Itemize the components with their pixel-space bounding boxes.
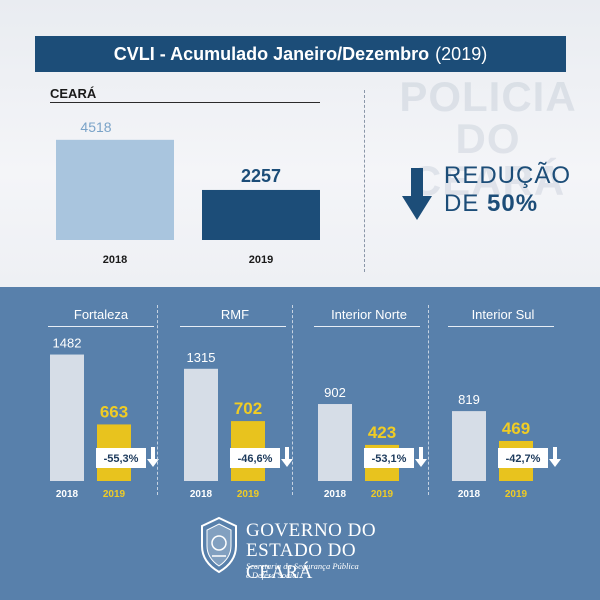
change-badge [96,448,146,468]
secretariat-line1: Secretaria da Segurança Pública [246,561,359,571]
region-chart-svg: 902 2018 423 2019 -53,1% [318,385,427,500]
x-tick-label: 2019 [371,489,394,500]
ceara-chart-title: CEARÁ [50,86,97,101]
region-divider [428,305,429,495]
region-title-underline [48,326,154,327]
value-label: 423 [368,423,396,442]
value-label: 4518 [80,119,111,135]
government-logo: GOVERNO DO ESTADO DO CEARÁ Secretaria da… [198,516,418,583]
arrow-down-icon [402,168,432,220]
region-interior-norte: Interior Norte 902 2018 423 2019 -53,1% [302,295,436,515]
arrow-down-icon [549,447,561,467]
region-chart-svg: 1482 2018 663 2019 -55,3% [50,336,159,500]
region-title: Fortaleza [73,307,129,322]
regions-panel: Fortaleza 1482 2018 663 2019 -55,3% RMF 1315… [0,287,600,600]
bar-2018 [318,404,352,481]
change-badge [230,448,280,468]
x-tick-label: 2018 [190,489,213,500]
change-label: -46,6% [238,453,273,465]
police-watermark: POLICIA DO CEARÁ [399,73,577,204]
region-fortaleza: Fortaleza 1482 2018 663 2019 -55,3% [34,295,168,515]
region-chart-svg: 1315 2018 702 2019 -46,6% [184,350,293,500]
region-title: Interior Sul [471,307,535,322]
ceara-chart-svg: 4518 2018 2257 2019 [56,119,320,266]
change-label: -55,3% [104,453,139,465]
region-divider [157,305,158,495]
arrow-down-icon [415,447,427,467]
region-title-underline [448,326,554,327]
value-label: 819 [458,392,480,407]
bar-2018 [452,411,486,481]
bar-2018 [184,368,218,481]
value-label: 1315 [187,350,216,365]
government-name-line2: ESTADO DO CEARÁ [246,540,357,583]
bar-2018 [50,354,84,481]
value-label: 663 [100,402,128,421]
value-label: 469 [502,419,530,438]
reduction-prefix: DE [444,190,480,217]
vertical-divider [364,90,365,272]
government-name-line1: GOVERNO DO [246,520,377,541]
value-label: 2257 [241,166,281,186]
x-tick-label: 2019 [505,489,528,500]
bar-2018 [56,139,174,240]
arrow-down-icon [281,447,293,467]
secretariat-line2: e Defesa Social [246,570,299,580]
x-tick-label: 2019 [103,489,126,500]
region-chart-svg: 819 2018 469 2019 -42,7% [452,392,561,500]
value-label: 902 [324,385,346,400]
x-tick-label: 2019 [237,489,260,500]
change-label: -42,7% [506,453,541,465]
reduction-value: DE 50% [444,190,538,218]
region-title: RMF [220,307,250,322]
title-bar: CVLI - Acumulado Janeiro/Dezembro (2019) [35,36,566,72]
value-label: 702 [234,399,262,418]
change-badge [498,448,548,468]
region-title-underline [180,326,286,327]
title-year: (2019) [435,43,488,64]
x-tick-label: 2018 [324,489,347,500]
value-label: 1482 [53,336,82,351]
bar-2019 [202,189,320,240]
region-rmf: RMF 1315 2018 702 2019 -46,6% [168,295,302,515]
summary-panel: POLICIA DO CEARÁ CVLI - Acumulado Janeir… [0,0,600,287]
x-tick-label: 2018 [103,254,127,266]
title-text: CVLI - Acumulado Janeiro/Dezembro [113,43,430,64]
reduction-percent: 50% [487,190,539,217]
region-divider [292,305,293,495]
x-tick-label: 2018 [458,489,481,500]
change-label: -53,1% [372,453,407,465]
ceara-title-underline [50,102,320,103]
x-tick-label: 2019 [249,254,273,266]
ceara-bar-chart: 4518 2018 2257 2019 [40,100,340,280]
region-interior-sul: Interior Sul 819 2018 469 2019 -42,7% [436,295,570,515]
region-title: Interior Norte [331,307,407,322]
coat-of-arms-icon [201,516,237,574]
change-badge [364,448,414,468]
x-tick-label: 2018 [56,489,79,500]
region-title-underline [314,326,420,327]
arrow-down-icon [147,447,159,467]
reduction-label: REDUÇÃO [444,162,572,189]
